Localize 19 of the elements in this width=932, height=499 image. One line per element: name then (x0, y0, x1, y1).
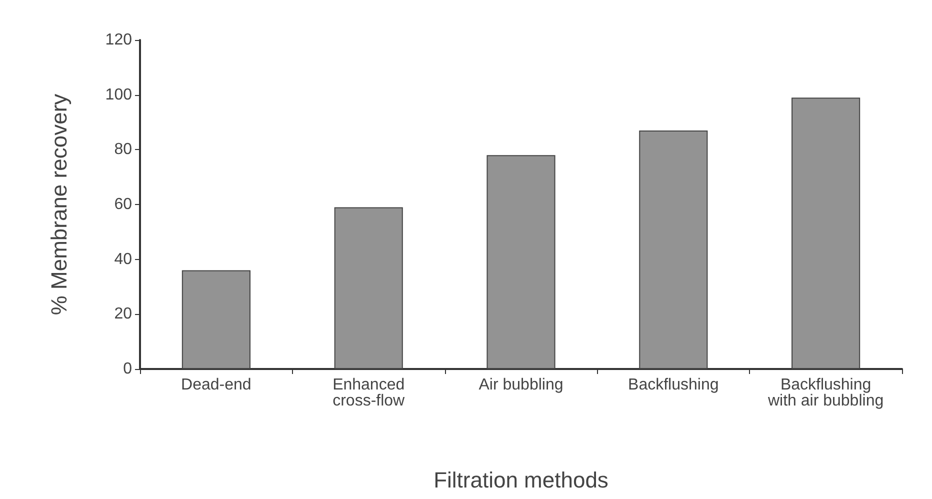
y-tick-label: 80 (114, 141, 132, 158)
y-tick-label: 0 (123, 360, 132, 378)
y-tick-label: 60 (114, 196, 132, 213)
bar (182, 270, 250, 369)
x-tick-label: Enhanced cross-flow (332, 376, 406, 410)
bar (334, 207, 403, 369)
bar (639, 130, 708, 369)
x-axis-title: Filtration methods (434, 468, 608, 492)
x-tick-label: Backflushing with air bubbling (766, 376, 884, 410)
x-tick-label: Dead-end (181, 376, 252, 394)
y-tick-label: 100 (105, 86, 132, 104)
x-tick-label: Backflushing (628, 376, 719, 394)
bar (486, 155, 556, 369)
y-axis-title: % Membrane recovery (46, 94, 72, 316)
y-tick-label: 120 (105, 32, 132, 48)
y-tick-label: 40 (114, 250, 132, 268)
x-tick-label: Air bubbling (478, 376, 564, 394)
y-tick-label: 20 (114, 306, 132, 323)
bar (792, 98, 860, 369)
